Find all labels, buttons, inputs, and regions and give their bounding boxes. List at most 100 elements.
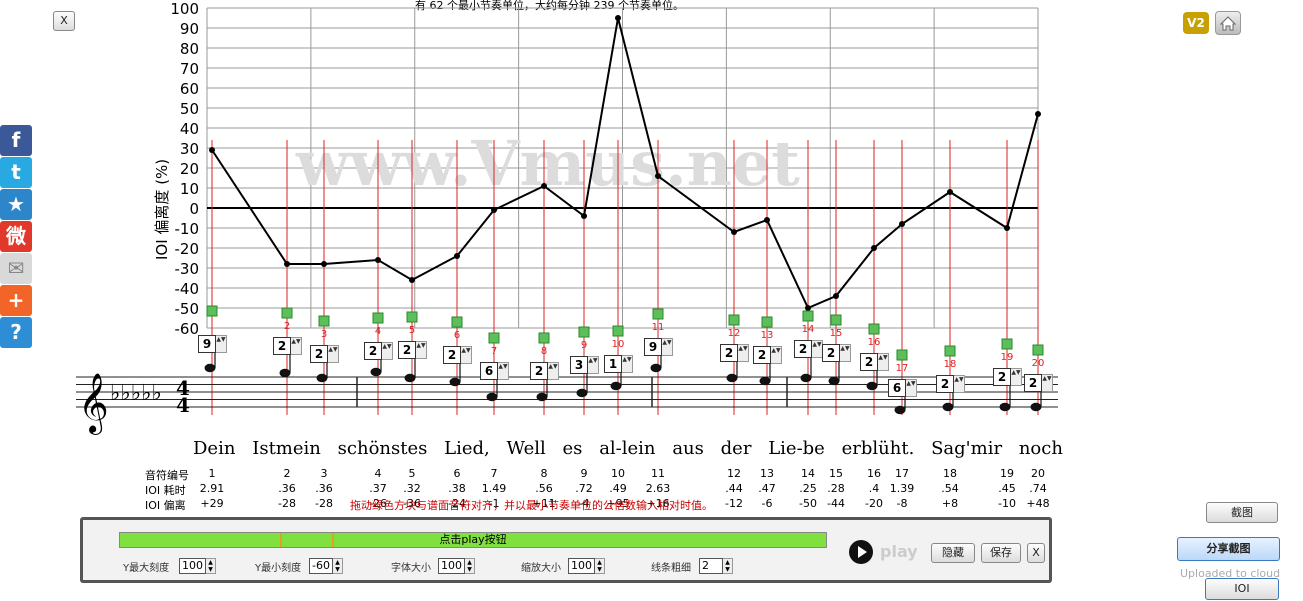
screenshot-button[interactable]: 截图	[1206, 502, 1278, 523]
drag-handle-icon[interactable]	[318, 315, 330, 327]
drag-handle-icon[interactable]	[372, 312, 384, 324]
home-icon[interactable]	[1215, 11, 1241, 35]
rhythm-value[interactable]: 2	[530, 362, 548, 380]
rhythm-value[interactable]: 2	[936, 375, 954, 393]
stepper-arrows-icon[interactable]: ▲▼	[954, 375, 965, 393]
rhythm-value-stepper[interactable]: 2 ▲▼	[443, 346, 472, 364]
drag-handle-icon[interactable]	[802, 310, 814, 322]
rhythm-value-stepper[interactable]: 2 ▲▼	[364, 342, 393, 360]
play-icon[interactable]	[849, 540, 873, 564]
stepper-arrows-icon[interactable]: ▲▼	[906, 379, 917, 397]
rhythm-value[interactable]: 6	[480, 362, 498, 380]
play-label[interactable]: play	[880, 542, 918, 561]
drag-handle-icon[interactable]	[451, 316, 463, 328]
drag-handle-icon[interactable]	[612, 325, 624, 337]
drag-handle-icon[interactable]	[728, 314, 740, 326]
stepper-arrows-icon[interactable]: ▲▼	[382, 342, 393, 360]
rhythm-value-stepper[interactable]: 9 ▲▼	[198, 335, 227, 353]
stepper-arrows-icon[interactable]: ▲▼	[1011, 368, 1022, 386]
stepper-arrows-icon[interactable]: ▲▼	[738, 344, 749, 362]
rhythm-value-stepper[interactable]: 1 ▲▼	[604, 355, 633, 373]
stepper-arrows-icon[interactable]: ▲▼	[588, 356, 599, 374]
line-width-stepper[interactable]: 2 ▲ ▼	[699, 558, 733, 574]
ymin-stepper[interactable]: -60 ▲ ▼	[309, 558, 343, 574]
twitter-icon[interactable]: t	[0, 157, 32, 188]
stepper-arrows-icon[interactable]: ▲▼	[291, 337, 302, 355]
rhythm-value-stepper[interactable]: 2 ▲▼	[753, 346, 782, 364]
stepper-arrows-icon[interactable]: ▲▼	[416, 341, 427, 359]
version-badge[interactable]: V2	[1183, 12, 1209, 34]
panel-close-button[interactable]: X	[1027, 543, 1045, 563]
rhythm-value[interactable]: 1	[604, 355, 622, 373]
close-button[interactable]: X	[53, 11, 75, 31]
drag-handle-icon[interactable]	[868, 323, 880, 335]
stepper-arrows-icon[interactable]: ▲▼	[771, 346, 782, 364]
rhythm-value-stepper[interactable]: 2 ▲▼	[1024, 374, 1053, 392]
stepper-arrows-icon[interactable]: ▲▼	[548, 362, 559, 380]
rhythm-value[interactable]: 2	[993, 368, 1011, 386]
drag-handle-icon[interactable]	[896, 349, 908, 361]
rhythm-value[interactable]: 2	[398, 341, 416, 359]
drag-handle-icon[interactable]	[1032, 344, 1044, 356]
rhythm-value-stepper[interactable]: 2 ▲▼	[860, 353, 889, 371]
stepper-arrows-icon[interactable]: ▲▼	[461, 346, 472, 364]
add-icon[interactable]: +	[0, 285, 32, 316]
rhythm-value-stepper[interactable]: 3 ▲▼	[570, 356, 599, 374]
stepper-arrows-icon[interactable]: ▲▼	[1042, 374, 1053, 392]
ymax-stepper[interactable]: 100 ▲ ▼	[179, 558, 216, 574]
rhythm-value[interactable]: 3	[570, 356, 588, 374]
drag-handle-icon[interactable]	[944, 345, 956, 357]
rhythm-value-stepper[interactable]: 2 ▲▼	[310, 345, 339, 363]
drag-handle-icon[interactable]	[488, 332, 500, 344]
font-size-stepper[interactable]: 100 ▲ ▼	[438, 558, 475, 574]
help-icon[interactable]: ?	[0, 317, 32, 348]
weibo-icon[interactable]: 微	[0, 221, 32, 252]
rhythm-value-stepper[interactable]: 9 ▲▼	[644, 338, 673, 356]
stepper-arrows-icon[interactable]: ▲▼	[216, 335, 227, 353]
rhythm-value-stepper[interactable]: 2 ▲▼	[398, 341, 427, 359]
rhythm-value[interactable]: 2	[364, 342, 382, 360]
rhythm-value[interactable]: 2	[720, 344, 738, 362]
rhythm-value[interactable]: 2	[860, 353, 878, 371]
rhythm-value-stepper[interactable]: 2 ▲▼	[936, 375, 965, 393]
rhythm-value[interactable]: 9	[198, 335, 216, 353]
stepper-arrows-icon[interactable]: ▲▼	[840, 344, 851, 362]
rhythm-value[interactable]: 2	[273, 337, 291, 355]
ioi-button[interactable]: IOI	[1205, 578, 1279, 600]
rhythm-value-stepper[interactable]: 2 ▲▼	[822, 344, 851, 362]
rhythm-value[interactable]: 2	[822, 344, 840, 362]
rhythm-value[interactable]: 2	[443, 346, 461, 364]
facebook-icon[interactable]: f	[0, 125, 32, 156]
rhythm-value-stepper[interactable]: 2 ▲▼	[273, 337, 302, 355]
stepper-arrows-icon[interactable]: ▲▼	[498, 362, 509, 380]
drag-handle-icon[interactable]	[761, 316, 773, 328]
rhythm-value[interactable]: 2	[310, 345, 328, 363]
rhythm-value-stepper[interactable]: 2 ▲▼	[794, 340, 823, 358]
rhythm-value[interactable]: 2	[753, 346, 771, 364]
stepper-arrows-icon[interactable]: ▲▼	[622, 355, 633, 373]
stepper-arrows-icon[interactable]: ▲▼	[662, 338, 673, 356]
progress-bar[interactable]: 点击play按钮	[119, 532, 827, 548]
rhythm-value[interactable]: 2	[794, 340, 812, 358]
rhythm-value-stepper[interactable]: 2 ▲▼	[530, 362, 559, 380]
rhythm-value-stepper[interactable]: 2 ▲▼	[993, 368, 1022, 386]
drag-handle-icon[interactable]	[281, 307, 293, 319]
rhythm-value[interactable]: 9	[644, 338, 662, 356]
rhythm-value-stepper[interactable]: 2 ▲▼	[720, 344, 749, 362]
drag-handle-icon[interactable]	[1001, 338, 1013, 350]
rhythm-value[interactable]: 2	[1024, 374, 1042, 392]
drag-handle-icon[interactable]	[652, 308, 664, 320]
drag-handle-icon[interactable]	[406, 311, 418, 323]
save-button[interactable]: 保存	[981, 543, 1021, 563]
drag-handle-icon[interactable]	[578, 326, 590, 338]
favorite-icon[interactable]: ★	[0, 189, 32, 220]
rhythm-value[interactable]: 6	[888, 379, 906, 397]
rhythm-value-stepper[interactable]: 6 ▲▼	[888, 379, 917, 397]
drag-handle-icon[interactable]	[538, 332, 550, 344]
rhythm-value-stepper[interactable]: 6 ▲▼	[480, 362, 509, 380]
email-icon[interactable]: ✉	[0, 253, 32, 284]
hide-button[interactable]: 隐藏	[931, 543, 975, 563]
stepper-arrows-icon[interactable]: ▲▼	[878, 353, 889, 371]
zoom-stepper[interactable]: 100 ▲ ▼	[568, 558, 605, 574]
drag-handle-icon[interactable]	[830, 314, 842, 326]
